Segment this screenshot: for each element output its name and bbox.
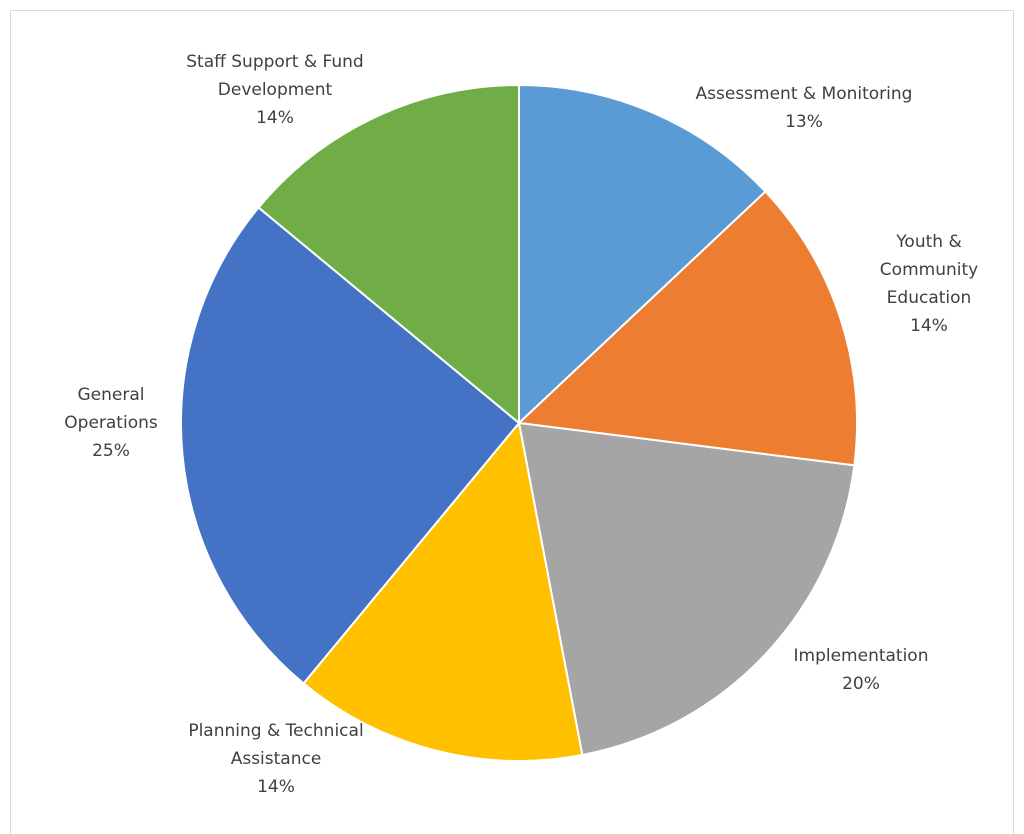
data-label-category-line: Assistance [231,749,322,769]
data-label-percent: 20% [842,674,880,694]
data-label-category-line: Staff Support & Fund [186,52,363,72]
pie-slice-assessment-monitoring [518,83,767,426]
data-label-youth-community-education: Youth & Community Education 14% [880,232,978,336]
data-label-category-line: Community [880,260,978,280]
data-label-percent: 14% [910,316,948,336]
data-label-category-line: General [78,385,145,405]
data-label-category-line: Planning & Technical [188,721,363,741]
data-label-category-line: Implementation [794,646,929,666]
data-label-general-operations: General Operations 25% [64,385,158,461]
data-label-percent: 14% [257,777,295,797]
data-label-category-line: Education [887,288,972,308]
data-label-implementation: Implementation 20% [794,646,929,694]
pie-labels: Assessment & Monitoring 13% Youth & Communi… [64,52,978,797]
data-label-percent: 13% [785,112,823,132]
data-label-percent: 25% [92,441,130,461]
pie-slice-general-operations [180,206,521,685]
pie-slice-youth-community-education [516,190,858,467]
data-label-category-line: Development [218,80,333,100]
pie-slice-staff-support-fund-development [257,83,520,426]
data-label-category-line: Youth & [895,232,961,252]
data-label-staff-support-fund-development: Staff Support & Fund Development 14% [186,52,363,128]
data-label-planning-technical-assistance: Planning & Technical Assistance 14% [188,721,363,797]
data-label-percent: 14% [256,108,294,128]
pie-slice-implementation [517,421,856,757]
data-label-assessment-monitoring: Assessment & Monitoring 13% [696,84,913,132]
pie-slices [180,83,858,762]
pie-slice-planning-technical-assistance [302,420,584,762]
data-label-category-line: Operations [64,413,158,433]
data-label-category-line: Assessment & Monitoring [696,84,913,104]
